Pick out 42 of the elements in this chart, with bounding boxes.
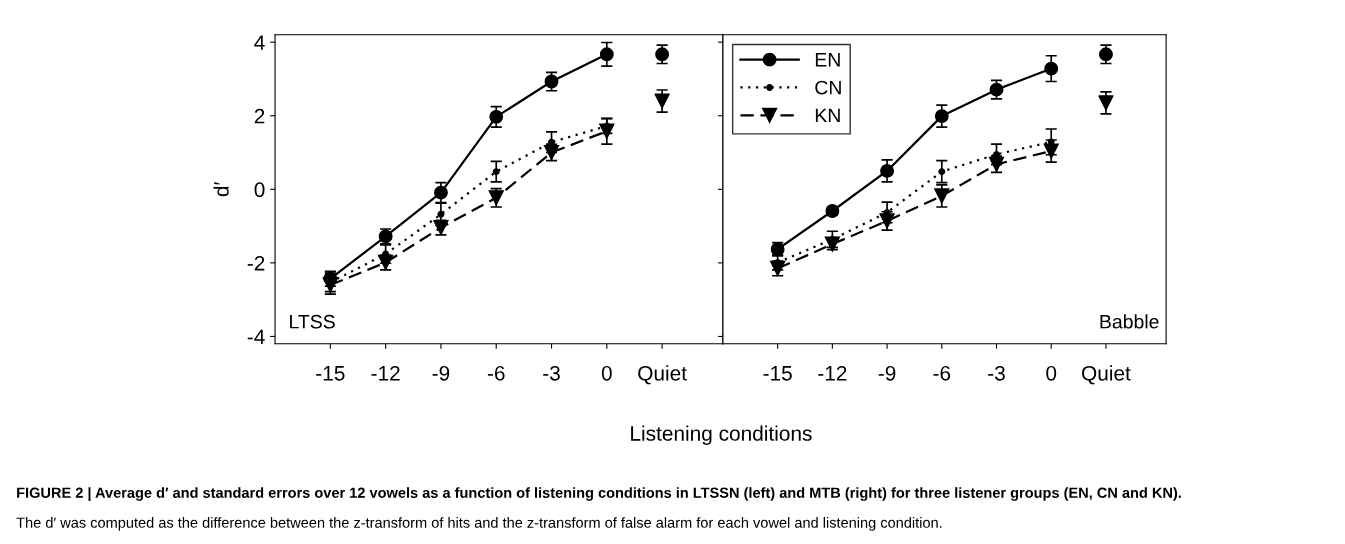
point [938, 168, 946, 176]
y-tick-label: -2 [247, 255, 265, 271]
point [433, 185, 448, 200]
x-tick-label: -12 [818, 365, 847, 381]
x-tick-label: -3 [988, 365, 1005, 381]
point [489, 109, 504, 124]
y-tick-label: 0 [254, 182, 265, 198]
legend-label: CN [815, 80, 841, 95]
y-tick-label: -4 [247, 329, 265, 344]
point [825, 204, 840, 218]
x-tick-label: 0 [601, 365, 612, 381]
x-tick-label: -9 [432, 365, 450, 381]
x-tick-label: -15 [763, 366, 792, 381]
point [437, 210, 445, 218]
point [599, 47, 614, 62]
annotation: Babble [1100, 314, 1159, 329]
x-tick-label: Quiet [638, 365, 687, 385]
point [1044, 61, 1059, 76]
y-tick-label: 2 [254, 108, 265, 124]
annotation: LTSS [290, 314, 335, 329]
x-tick-label: Quiet [1082, 365, 1131, 385]
x-tick-label: 0 [1046, 365, 1057, 381]
x-tick-label: -6 [487, 365, 505, 381]
x-tick-label: -3 [543, 365, 560, 381]
point [934, 188, 950, 204]
point [824, 236, 841, 252]
x-tick-label: -15 [316, 366, 345, 381]
point [880, 163, 895, 178]
text: The d′ was computed as the difference between the z-transform of hits and the z-transform of false alarm for each vowel and listening condition. [16, 517, 942, 531]
legend-label: KN [815, 108, 840, 123]
x-axis-title: Listening conditions [631, 425, 812, 445]
y-axis-title: d′ [213, 181, 229, 197]
point [599, 123, 615, 139]
y-tick-label: 4 [254, 35, 265, 50]
x-tick-label: -12 [371, 365, 400, 381]
caption: FIGURE 2 | Average d′ and standard errors over 12 vowels as a function of listening conditions in LTSSN (left) and MTB (right) for three listener groups (EN, CN and KN). [17, 487, 1181, 501]
x-tick-label: -6 [933, 365, 951, 381]
point [492, 168, 500, 176]
point [934, 109, 949, 124]
legend-label: EN [815, 53, 840, 67]
point [1043, 143, 1059, 159]
x-tick-label: -9 [878, 365, 896, 381]
